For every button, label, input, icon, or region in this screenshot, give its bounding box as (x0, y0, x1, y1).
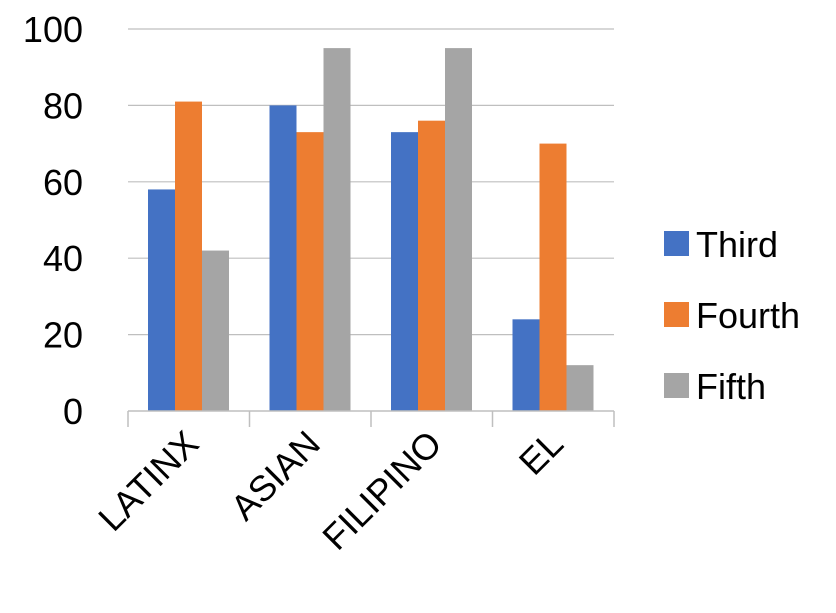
legend-swatch-fourth (664, 302, 689, 327)
legend-swatch-fifth (664, 373, 689, 398)
bar-third-asian (269, 105, 297, 412)
bar-third-el (512, 319, 540, 411)
bar-fifth-asian (323, 48, 351, 411)
y-tick-label: 80 (43, 85, 83, 126)
x-category-label: ASIAN (223, 423, 328, 528)
bar-fourth-filipino (418, 120, 445, 412)
bar-fifth-filipino (445, 48, 472, 411)
y-tick-label: 0 (63, 391, 83, 432)
y-tick-label: 100 (23, 9, 83, 50)
bar-fifth-el (566, 365, 594, 411)
y-tick-label: 40 (43, 238, 83, 279)
legend-label-fifth: Fifth (696, 366, 766, 407)
y-tick-label: 20 (43, 315, 83, 356)
bar-fourth-el (539, 143, 567, 411)
x-category-label: EL (511, 423, 571, 483)
x-category-label: FILIPINO (314, 423, 449, 558)
bar-fourth-latinx (175, 101, 202, 411)
x-category-label: LATINX (90, 423, 206, 539)
bar-third-filipino (391, 132, 418, 411)
bar-third-latinx (148, 189, 175, 411)
legend-label-third: Third (696, 224, 778, 265)
y-tick-label: 60 (43, 162, 83, 203)
bar-fourth-asian (296, 132, 324, 411)
x-axis (127, 410, 615, 427)
bar-fifth-latinx (202, 250, 229, 411)
y-axis-tick-labels: 0 20 40 60 80 100 (23, 9, 83, 432)
legend-label-fourth: Fourth (696, 295, 800, 336)
legend-swatch-third (664, 231, 689, 256)
bar-series (148, 48, 594, 412)
legend: Third Fourth Fifth (664, 224, 800, 407)
